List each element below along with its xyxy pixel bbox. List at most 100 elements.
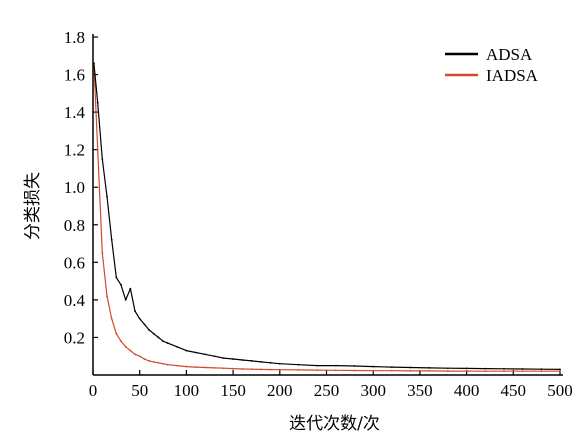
axes	[92, 34, 563, 376]
y-tick-label: 1.8	[64, 28, 85, 47]
series-point-iadsa	[106, 295, 108, 298]
series-point-iadsa	[138, 355, 141, 358]
legend-label-adsa: ADSA	[486, 45, 533, 64]
y-tick-label: 1.6	[64, 66, 85, 85]
series-point-iadsa	[143, 358, 146, 360]
series-point-iadsa	[157, 361, 160, 364]
series-point-adsa	[176, 345, 178, 348]
series-point-iadsa	[96, 148, 99, 151]
x-tick-label: 50	[131, 381, 148, 400]
series-point-iadsa	[213, 366, 216, 369]
y-tick-label: 1.2	[64, 141, 85, 160]
y-tick-label: 1.4	[64, 103, 86, 122]
x-tick-label: 400	[454, 381, 480, 400]
series-point-adsa	[194, 351, 197, 354]
series-point-adsa	[166, 342, 169, 344]
series-point-iadsa	[194, 366, 197, 369]
x-tick-label: 350	[407, 381, 433, 400]
series-point-iadsa	[148, 360, 150, 362]
series-point-adsa	[409, 366, 412, 369]
series-point-iadsa	[372, 369, 375, 372]
series-point-adsa	[152, 332, 155, 335]
series-point-adsa	[148, 329, 150, 331]
series-point-iadsa	[110, 317, 113, 320]
series-point-adsa	[241, 359, 244, 361]
series-point-iadsa	[334, 369, 337, 372]
series-point-adsa	[372, 365, 375, 368]
series-point-iadsa	[152, 360, 155, 363]
series-point-iadsa	[260, 368, 263, 371]
series-point-adsa	[484, 367, 487, 370]
y-tick-label: 0.2	[64, 328, 85, 347]
legend: ADSA IADSA	[445, 45, 539, 85]
series-point-iadsa	[241, 368, 244, 370]
series-point-iadsa	[521, 370, 524, 373]
series-point-adsa	[157, 336, 160, 339]
series-point-iadsa	[222, 367, 225, 370]
y-axis-title: 分类损失	[23, 172, 43, 240]
series-point-adsa	[540, 368, 543, 371]
series-point-iadsa	[115, 332, 118, 335]
series-point-adsa	[93, 62, 95, 65]
series-point-iadsa	[465, 370, 468, 372]
series-point-iadsa	[409, 369, 412, 372]
x-axis-title: 迭代次数/次	[289, 414, 380, 434]
series-point-adsa	[110, 238, 113, 241]
series-point-adsa	[129, 287, 132, 290]
series-point-iadsa	[428, 369, 431, 372]
series-point-adsa	[134, 310, 136, 313]
legend-label-iadsa: IADSA	[486, 66, 539, 85]
series-point-adsa	[250, 360, 253, 362]
series-point-adsa	[106, 195, 108, 198]
series-point-adsa	[334, 364, 337, 367]
series-point-iadsa	[484, 370, 487, 373]
series-point-iadsa	[129, 349, 132, 352]
series-point-iadsa	[232, 367, 235, 370]
series-point-adsa	[269, 361, 272, 364]
plot-area	[93, 62, 561, 373]
series-point-adsa	[115, 276, 118, 279]
series-point-adsa	[428, 366, 431, 369]
series-point-adsa	[185, 349, 188, 352]
series-point-adsa	[390, 366, 393, 369]
series-point-adsa	[353, 365, 356, 367]
series-point-adsa	[162, 340, 164, 343]
series-point-iadsa	[503, 370, 505, 373]
series-point-iadsa	[250, 368, 253, 371]
series-point-iadsa	[124, 345, 127, 348]
y-tick-label: 0.6	[64, 253, 85, 272]
series-point-adsa	[232, 358, 235, 360]
series-point-adsa	[260, 360, 263, 363]
series-line-iadsa	[93, 63, 560, 372]
y-tick-label: 0.4	[64, 291, 86, 310]
series-point-iadsa	[176, 364, 178, 367]
x-tick-label: 250	[314, 381, 340, 400]
series-point-iadsa	[540, 370, 543, 373]
x-tick-label: 0	[89, 381, 98, 400]
x-tick-label: 100	[174, 381, 200, 400]
x-tick-label: 300	[360, 381, 386, 400]
series-point-iadsa	[166, 363, 169, 366]
series-point-adsa	[447, 367, 449, 370]
y-tick-label: 0.8	[64, 216, 85, 235]
series-point-adsa	[559, 368, 561, 371]
series-point-iadsa	[269, 368, 272, 371]
series-point-iadsa	[353, 369, 356, 372]
series-point-adsa	[138, 317, 141, 320]
x-tick-label: 200	[267, 381, 293, 400]
x-tick-label: 500	[547, 381, 573, 400]
series-point-iadsa	[278, 368, 281, 371]
series-point-adsa	[96, 101, 99, 104]
series-point-adsa	[101, 158, 104, 160]
series-point-iadsa	[316, 369, 319, 372]
y-tick-label: 1.0	[64, 178, 85, 197]
series-point-iadsa	[447, 370, 449, 372]
series-point-iadsa	[390, 369, 393, 372]
series-point-iadsa	[204, 366, 206, 369]
series-line-adsa	[93, 63, 561, 370]
series-point-adsa	[222, 357, 225, 359]
series-point-adsa	[465, 367, 468, 370]
series-point-adsa	[297, 363, 300, 366]
series-point-iadsa	[297, 369, 300, 371]
